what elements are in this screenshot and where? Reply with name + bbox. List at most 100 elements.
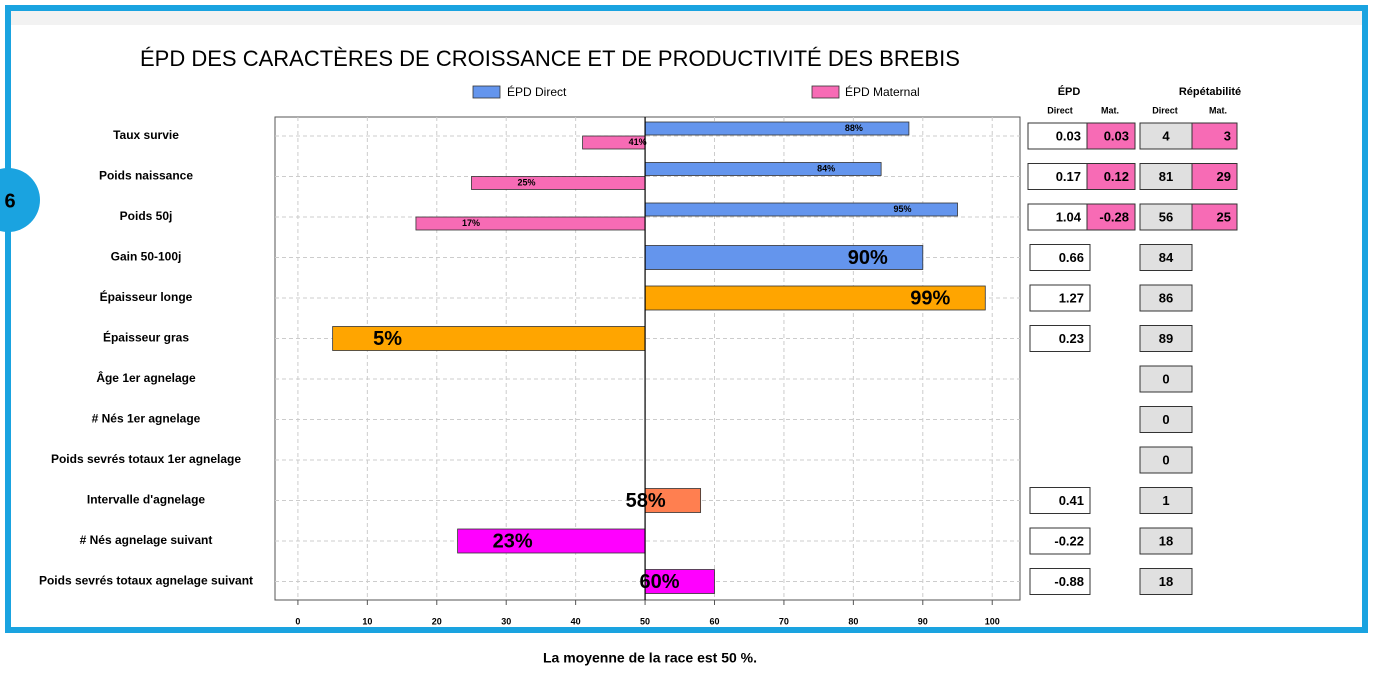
table-cell [1139, 527, 1193, 555]
category-label: Gain 50-100j [111, 250, 182, 264]
table-cell [1027, 163, 1088, 190]
x-tick-label: 0 [295, 616, 300, 626]
table-cell [1027, 122, 1088, 150]
category-label: Poids sevrés totaux agnelage suivant [39, 574, 253, 588]
table-value: 86 [1159, 290, 1173, 305]
table-cell [1191, 203, 1238, 231]
x-tick-label: 30 [501, 616, 511, 626]
table-value: -0.88 [1054, 574, 1084, 589]
table-value: 0 [1162, 371, 1169, 386]
bar-label: 60% [639, 571, 679, 593]
bar-label: 99% [910, 287, 950, 309]
table-cell [1086, 122, 1136, 150]
x-tick-label: 90 [918, 616, 928, 626]
table-header: Répétabilité [1179, 86, 1241, 98]
table-value: 0 [1162, 412, 1169, 427]
bar-label: 90% [848, 247, 888, 269]
table-cell [1029, 487, 1091, 514]
x-tick-label: 70 [779, 616, 789, 626]
table-value: 1 [1162, 493, 1169, 508]
table-value: 1.27 [1059, 290, 1084, 305]
bar [644, 285, 986, 311]
legend-label: ÉPD Maternal [845, 84, 920, 99]
table-value: 1.04 [1056, 209, 1082, 224]
table-value: 81 [1159, 169, 1173, 184]
table-cell [1029, 244, 1091, 271]
note: La moyenne de la race est 50 %. [543, 650, 757, 666]
table-subheader: Direct [1047, 105, 1073, 115]
category-label: Épaisseur gras [103, 330, 189, 345]
legend-swatch [472, 85, 501, 99]
top-band [11, 11, 1362, 25]
x-tick-label: 20 [432, 616, 442, 626]
table-value: 0.66 [1059, 250, 1084, 265]
table-cell [1139, 244, 1193, 271]
table-cell [1029, 284, 1091, 312]
legend-label: ÉPD Direct [507, 84, 567, 99]
table-value: 18 [1159, 574, 1173, 589]
category-label: Poids sevrés totaux 1er agnelage [51, 452, 241, 466]
category-label: Épaisseur longe [100, 289, 193, 304]
table-cell [1029, 325, 1091, 352]
table-cell [1086, 163, 1136, 190]
category-label: # Nés agnelage suivant [80, 533, 213, 547]
table-value: 18 [1159, 533, 1173, 548]
table-subheader: Mat. [1209, 105, 1227, 115]
table-value: 0.17 [1056, 169, 1081, 184]
bar-label: 41% [629, 137, 647, 147]
table-value: 84 [1159, 250, 1174, 265]
bar-label: 5% [373, 328, 402, 350]
x-tick-label: 50 [640, 616, 650, 626]
bar-label: 25% [517, 177, 535, 187]
bar-label: 58% [626, 490, 666, 512]
bar-label: 17% [462, 218, 480, 228]
bar-label: 84% [817, 163, 835, 173]
table-cell [1139, 568, 1193, 595]
bar-label: 23% [493, 530, 533, 552]
x-tick-label: 100 [985, 616, 1000, 626]
table-cell [1139, 203, 1193, 231]
x-tick-label: 40 [571, 616, 581, 626]
table-value: -0.28 [1099, 209, 1129, 224]
bar-label: 95% [894, 204, 912, 214]
x-tick-label: 60 [709, 616, 719, 626]
category-label: Poids 50j [120, 209, 173, 223]
bar [457, 528, 646, 554]
table-cell [1086, 203, 1136, 231]
bar [644, 488, 702, 513]
table-cell [1139, 284, 1193, 312]
bar-label: 88% [845, 123, 863, 133]
bar [332, 326, 646, 351]
table-subheader: Direct [1152, 105, 1178, 115]
table-cell [1029, 568, 1091, 595]
category-label: # Nés 1er agnelage [92, 412, 201, 426]
table-value: 25 [1217, 209, 1231, 224]
badge [0, 168, 40, 232]
table-value: 29 [1217, 169, 1231, 184]
legend-swatch [811, 85, 840, 99]
table-value: 0.03 [1056, 128, 1081, 143]
table-cell [1029, 527, 1091, 555]
table-value: 0.12 [1104, 169, 1129, 184]
x-tick-label: 10 [362, 616, 372, 626]
category-label: Intervalle d'agnelage [87, 493, 206, 507]
table-cell [1139, 365, 1193, 393]
table-value: 0.03 [1104, 128, 1129, 143]
category-label: Âge 1er agnelage [96, 370, 196, 385]
bar [471, 176, 646, 190]
table-header: ÉPD [1058, 85, 1081, 98]
table-value: 89 [1159, 331, 1173, 346]
table-cell [1139, 446, 1193, 474]
table-cell [1191, 122, 1238, 150]
table-value: 0.23 [1059, 331, 1084, 346]
bar [644, 121, 910, 136]
category-label: Taux survie [113, 128, 179, 142]
x-tick-label: 80 [848, 616, 858, 626]
bar [644, 245, 924, 270]
bar [415, 216, 646, 231]
chart-title: ÉPD DES CARACTÈRES DE CROISSANCE ET DE P… [140, 46, 960, 71]
table-value: 4 [1162, 128, 1170, 143]
bar [644, 569, 715, 594]
badge-text: 6 [4, 190, 15, 212]
